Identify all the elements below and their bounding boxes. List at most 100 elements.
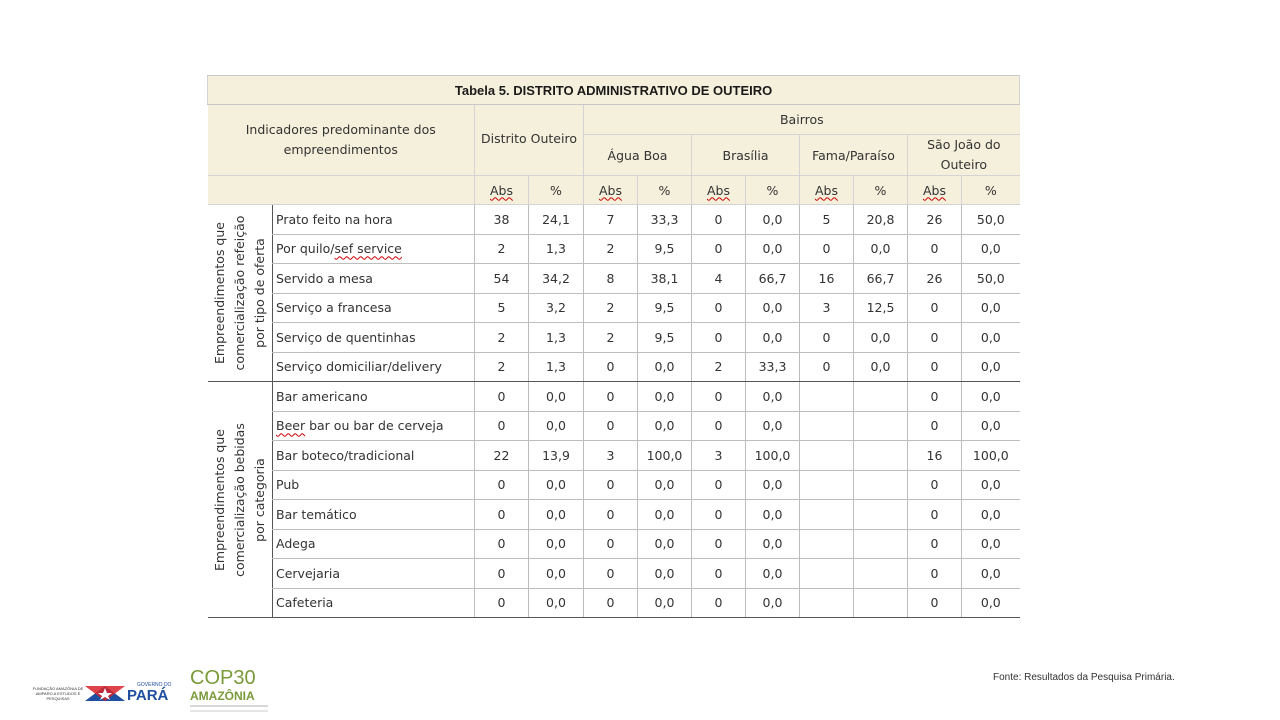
row-label: Serviço de quentinhas bbox=[272, 322, 475, 353]
value-cell: 0 bbox=[474, 381, 529, 412]
value-cell: 50,0 bbox=[961, 204, 1020, 235]
abs-col-header: Abs bbox=[691, 175, 746, 205]
neighborhood-header: Fama/Paraíso bbox=[799, 134, 908, 176]
value-cell: 0 bbox=[474, 588, 529, 618]
value-cell: 0,0 bbox=[961, 293, 1020, 323]
value-cell: 0 bbox=[691, 411, 746, 441]
value-cell: 26 bbox=[907, 263, 962, 294]
value-cell: 0,0 bbox=[745, 411, 800, 441]
para-flag-icon bbox=[85, 686, 125, 701]
value-cell: 0 bbox=[691, 293, 746, 323]
value-cell: 0,0 bbox=[528, 381, 584, 412]
value-cell: 0 bbox=[907, 470, 962, 500]
value-cell: 100,0 bbox=[961, 440, 1020, 471]
abs-label: Abs bbox=[599, 182, 622, 198]
value-cell: 9,5 bbox=[637, 234, 692, 264]
value-cell: 0 bbox=[691, 381, 746, 412]
value-cell: 0,0 bbox=[961, 352, 1020, 382]
row-label: Serviço a francesa bbox=[272, 293, 475, 323]
abs-col-header: Abs bbox=[907, 175, 962, 205]
para-label: PARÁ bbox=[127, 687, 169, 704]
abs-label: Abs bbox=[923, 182, 946, 198]
value-cell: 0 bbox=[583, 381, 638, 412]
value-cell: 0 bbox=[691, 234, 746, 264]
value-cell bbox=[853, 470, 908, 500]
fapespa-logo: FUNDAÇÃO AMAZÔNIA DE AMPARO A ESTUDOS E … bbox=[33, 686, 84, 701]
value-cell: 0,0 bbox=[637, 411, 692, 441]
table-row: Por quilo/sef service 2 1,3 2 9,5 0 0,0 0 0,0 0 0,… bbox=[208, 234, 1020, 264]
row-label: Adega bbox=[272, 529, 475, 559]
value-cell bbox=[853, 588, 908, 618]
governo-label: GOVERNO DO bbox=[137, 682, 172, 688]
table-row: Bar boteco/tradicional 22 13,9 3 100,0 3 100,0… bbox=[208, 440, 1020, 471]
value-cell: 13,9 bbox=[528, 440, 584, 471]
value-cell: 0,0 bbox=[961, 558, 1020, 589]
value-cell: 0 bbox=[907, 352, 962, 382]
value-cell: 0,0 bbox=[745, 529, 800, 559]
cop30-label: COP30 bbox=[190, 667, 256, 689]
value-cell bbox=[853, 529, 908, 559]
value-cell: 16 bbox=[799, 263, 854, 294]
value-cell: 1,3 bbox=[528, 322, 584, 353]
value-cell: 0 bbox=[474, 558, 529, 589]
value-cell: 0 bbox=[907, 234, 962, 264]
pct-col-header: % bbox=[528, 175, 584, 205]
value-cell: 26 bbox=[907, 204, 962, 235]
value-cell: 0 bbox=[691, 499, 746, 530]
abs-label: Abs bbox=[815, 182, 838, 198]
neighborhood-header: Brasília bbox=[691, 134, 800, 176]
value-cell bbox=[799, 381, 854, 412]
value-cell: 2 bbox=[583, 293, 638, 323]
cop30-logo: COP30 AMAZÔNIA bbox=[190, 667, 268, 712]
value-cell: 0,0 bbox=[961, 529, 1020, 559]
amazonia-label: AMAZÔNIA bbox=[190, 688, 255, 703]
value-cell: 24,1 bbox=[528, 204, 584, 235]
value-cell: 0 bbox=[691, 588, 746, 618]
row-label: Por quilo/sef service bbox=[272, 234, 475, 264]
value-cell: 0,0 bbox=[961, 322, 1020, 353]
value-cell: 8 bbox=[583, 263, 638, 294]
value-cell: 0,0 bbox=[637, 499, 692, 530]
pct-col-header: % bbox=[745, 175, 800, 205]
data-table: Tabela 5. DISTRITO ADMINISTRATIVO DE OUT… bbox=[206, 75, 1021, 618]
value-cell: 9,5 bbox=[637, 322, 692, 353]
value-cell: 0,0 bbox=[961, 588, 1020, 618]
indicator-sub-blank bbox=[207, 175, 475, 205]
value-cell: 0,0 bbox=[745, 293, 800, 323]
pct-col-header: % bbox=[637, 175, 692, 205]
row-label: Prato feito na hora bbox=[272, 204, 475, 235]
table-row: Cervejaria 0 0,0 0 0,0 0 0,0 0 0,0 bbox=[208, 558, 1020, 589]
value-cell: 0 bbox=[907, 499, 962, 530]
abs-col-header: Abs bbox=[799, 175, 854, 205]
value-cell: 0 bbox=[583, 529, 638, 559]
spellcheck-word: sef service bbox=[334, 241, 402, 257]
value-cell: 0,0 bbox=[853, 234, 908, 264]
value-cell bbox=[853, 411, 908, 441]
value-cell: 9,5 bbox=[637, 293, 692, 323]
value-cell: 0,0 bbox=[961, 470, 1020, 500]
value-cell: 38 bbox=[474, 204, 529, 235]
table-row: Empreendimentos que comercialização refe… bbox=[207, 204, 1020, 382]
value-cell: 0,0 bbox=[637, 470, 692, 500]
pct-col-header: % bbox=[960, 175, 1020, 205]
abs-label: Abs bbox=[490, 182, 513, 198]
table-row: Serviço de quentinhas 2 1,3 2 9,5 0 0,0 0 0,0 0 0,… bbox=[208, 322, 1020, 353]
table-row: Cafeteria 0 0,0 0 0,0 0 0,0 0 0,0 bbox=[208, 588, 1020, 618]
value-cell: 34,2 bbox=[528, 263, 584, 294]
indicator-header: Indicadores predominante dos empreendime… bbox=[207, 104, 475, 176]
table-row: Bar temático 0 0,0 0 0,0 0 0,0 0 0,0 bbox=[208, 499, 1020, 530]
value-cell: 5 bbox=[799, 204, 854, 235]
value-cell: 0 bbox=[583, 499, 638, 530]
value-cell: 3 bbox=[691, 440, 746, 471]
group-label: Empreendimentos que comercialização refe… bbox=[211, 215, 267, 371]
value-cell: 0,0 bbox=[961, 234, 1020, 264]
value-cell: 3 bbox=[799, 293, 854, 323]
table-row: Servido a mesa 54 34,2 8 38,1 4 66,7 16 66,7 26 50… bbox=[208, 263, 1020, 294]
value-cell: 2 bbox=[583, 234, 638, 264]
value-cell: 100,0 bbox=[637, 440, 692, 471]
group-label-cell: Empreendimentos que comercialização refe… bbox=[207, 204, 273, 382]
value-cell: 0 bbox=[583, 588, 638, 618]
value-cell: 4 bbox=[691, 263, 746, 294]
value-cell bbox=[853, 381, 908, 412]
source-note: Fonte: Resultados da Pesquisa Primária. bbox=[993, 672, 1175, 683]
